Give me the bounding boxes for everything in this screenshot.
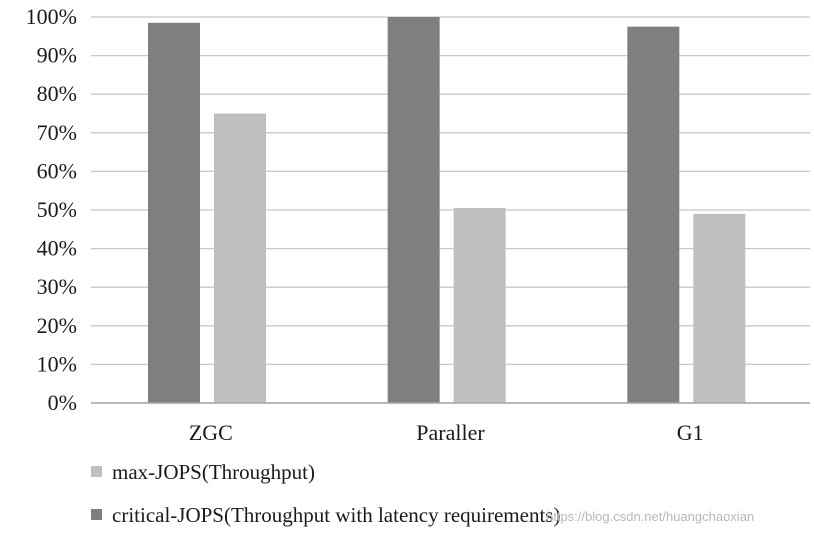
y-tick-label: 20% (37, 313, 77, 338)
x-category-label: Paraller (416, 420, 485, 445)
x-category-label: ZGC (189, 420, 233, 445)
y-tick-label: 70% (37, 120, 77, 145)
y-tick-label: 30% (37, 274, 77, 299)
bars (148, 17, 746, 404)
y-axis: 0% 10% 20% 30% 40% 50% 60% 70% 80% 90% 100% (26, 4, 77, 415)
bar-paraller-critical-jops (387, 17, 440, 403)
legend-label-critical-jops: critical-JOPS(Throughput with latency re… (112, 503, 560, 527)
legend: max-JOPS(Throughput) critical-JOPS(Throu… (91, 460, 560, 527)
legend-swatch-critical-jops (91, 509, 102, 520)
bar-paraller-max-jops (453, 208, 506, 403)
watermark: https://blog.csdn.net/huangchaoxian (546, 509, 754, 524)
y-tick-label: 60% (37, 158, 77, 183)
grid-lines (91, 16, 810, 404)
bar-g1-critical-jops (627, 26, 680, 404)
y-tick-label: 0% (48, 390, 77, 415)
y-tick-label: 100% (26, 4, 77, 29)
legend-swatch-max-jops (91, 466, 102, 477)
y-tick-label: 40% (37, 236, 77, 261)
bar-g1-max-jops (693, 213, 746, 403)
y-tick-label: 50% (37, 197, 77, 222)
x-category-label: G1 (677, 420, 704, 445)
x-axis: ZGC Paraller G1 (91, 402, 810, 445)
legend-label-max-jops: max-JOPS(Throughput) (112, 460, 315, 484)
bar-zgc-max-jops (214, 113, 266, 403)
y-tick-label: 80% (37, 81, 77, 106)
y-tick-label: 90% (37, 43, 77, 68)
bar-zgc-critical-jops (148, 22, 200, 403)
y-tick-label: 10% (37, 351, 77, 376)
